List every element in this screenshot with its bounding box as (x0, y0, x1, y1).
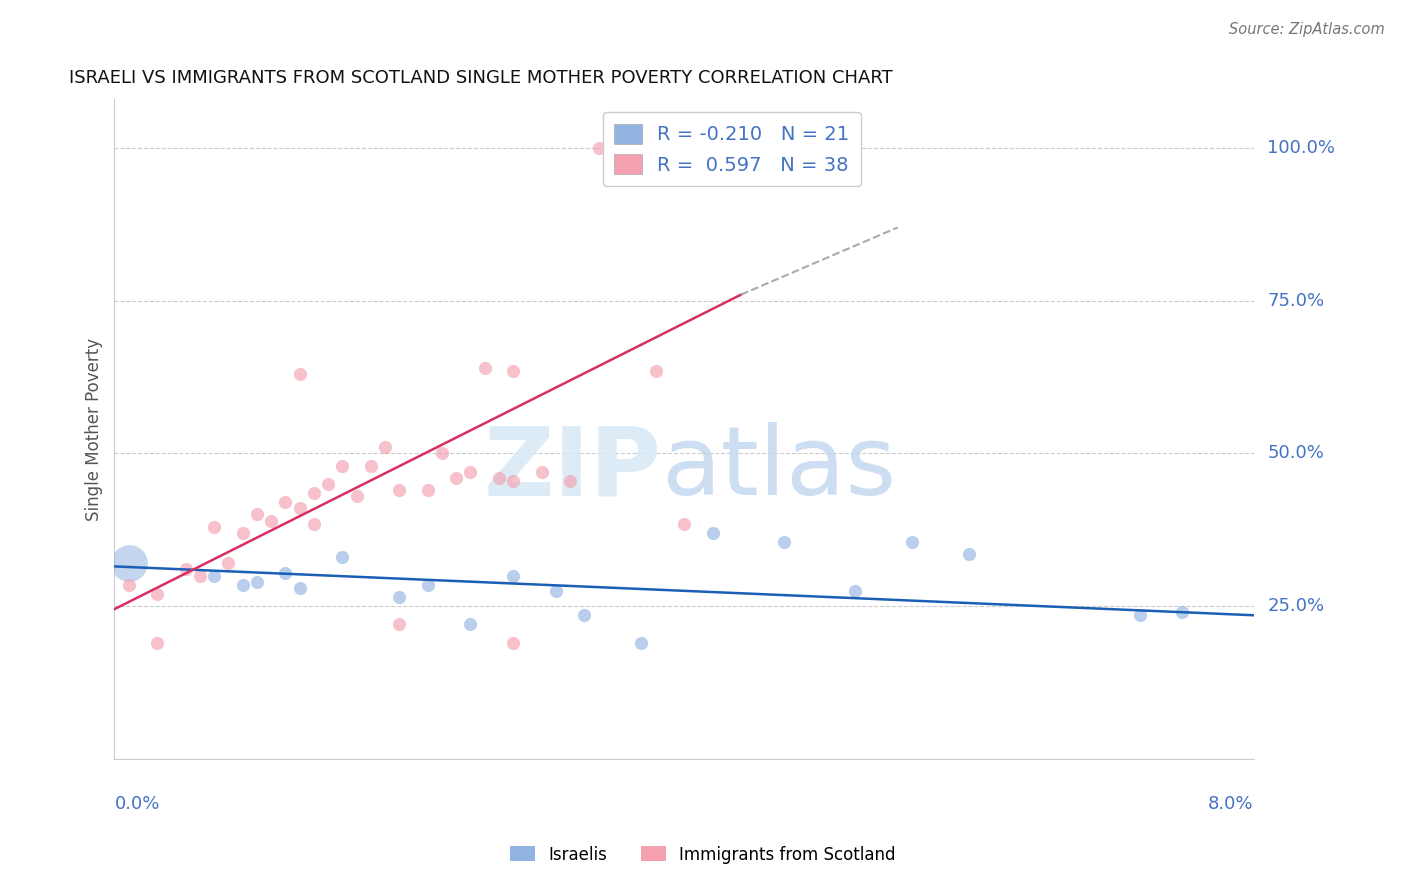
Point (616, 141, 638, 155)
Point (502, 364, 524, 378)
Point (302, 516, 325, 531)
Point (616, 141, 638, 155)
Point (388, 617, 411, 632)
Point (202, 519, 225, 533)
Point (460, 465, 482, 479)
Point (188, 568, 211, 582)
Point (374, 440, 396, 454)
Point (360, 458, 382, 473)
Point (460, 617, 482, 632)
Point (217, 557, 239, 571)
Point (260, 514, 283, 528)
Point (630, 636, 652, 650)
Point (530, 465, 553, 479)
Point (202, 568, 225, 582)
Point (246, 574, 269, 589)
Text: 8.0%: 8.0% (1208, 795, 1254, 814)
Point (1171, 605, 1194, 619)
Point (274, 566, 297, 580)
Point (1129, 608, 1152, 623)
Point (288, 501, 311, 516)
Point (174, 562, 197, 576)
Point (644, 364, 666, 378)
Text: 100.0%: 100.0% (1267, 139, 1336, 157)
Legend: Israelis, Immigrants from Scotland: Israelis, Immigrants from Scotland (503, 839, 903, 871)
Point (274, 495, 297, 509)
Point (702, 525, 724, 540)
Text: 25.0%: 25.0% (1267, 597, 1324, 615)
Point (474, 360, 496, 375)
Point (118, 578, 141, 592)
Point (502, 636, 524, 650)
Point (844, 583, 866, 598)
Point (232, 578, 254, 592)
Y-axis label: Single Mother Poverty: Single Mother Poverty (86, 337, 103, 521)
Text: 75.0%: 75.0% (1267, 292, 1324, 310)
Point (416, 578, 439, 592)
Text: ISRAELI VS IMMIGRANTS FROM SCOTLAND SINGLE MOTHER POVERTY CORRELATION CHART: ISRAELI VS IMMIGRANTS FROM SCOTLAND SING… (69, 69, 893, 87)
Point (416, 483, 439, 497)
Point (146, 636, 169, 650)
Point (901, 535, 924, 549)
Point (544, 583, 567, 598)
Point (330, 550, 353, 565)
Text: Source: ZipAtlas.com: Source: ZipAtlas.com (1229, 22, 1385, 37)
Point (330, 458, 353, 473)
Point (502, 568, 524, 582)
Point (772, 535, 794, 549)
Point (246, 508, 269, 522)
Legend: R = -0.210   N = 21, R =  0.597   N = 38: R = -0.210 N = 21, R = 0.597 N = 38 (603, 112, 860, 186)
Point (558, 474, 581, 488)
Point (488, 471, 510, 485)
Text: 0.0%: 0.0% (114, 795, 160, 814)
Point (388, 483, 411, 497)
Point (574, 608, 596, 623)
Point (957, 547, 980, 561)
Point (444, 471, 467, 485)
Point (430, 446, 453, 460)
Point (232, 525, 254, 540)
Point (118, 557, 141, 571)
Point (302, 486, 325, 500)
Point (346, 489, 368, 503)
Point (588, 141, 610, 155)
Point (502, 474, 524, 488)
Text: ZIP: ZIP (484, 422, 661, 515)
Text: 50.0%: 50.0% (1267, 444, 1324, 462)
Point (146, 587, 169, 601)
Point (288, 581, 311, 595)
Point (388, 590, 411, 604)
Point (673, 516, 696, 531)
Point (316, 477, 339, 491)
Point (288, 367, 311, 381)
Text: atlas: atlas (661, 422, 897, 515)
